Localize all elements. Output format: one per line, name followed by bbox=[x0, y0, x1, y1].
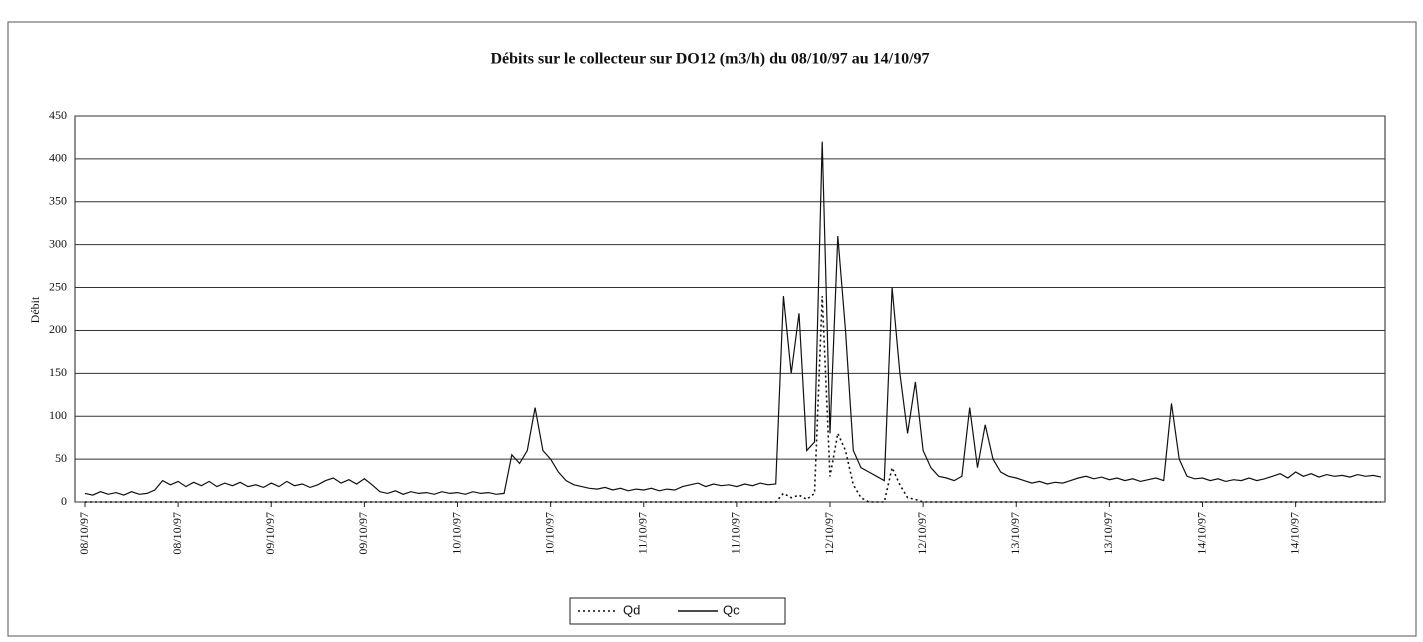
chart-frame bbox=[7, 21, 1417, 637]
x-tick-label: 13/10/97 bbox=[1008, 512, 1022, 555]
y-tick-label: 50 bbox=[55, 451, 67, 465]
series-line bbox=[84, 141, 1382, 496]
legend-box bbox=[569, 597, 786, 625]
x-tick-label: 08/10/97 bbox=[77, 512, 91, 555]
y-tick-label: 0 bbox=[61, 494, 67, 508]
y-tick-label: 300 bbox=[49, 236, 67, 250]
y-axis-title: Débit bbox=[28, 296, 42, 323]
x-tick-label: 10/10/97 bbox=[449, 512, 463, 555]
y-tick-label: 450 bbox=[49, 108, 67, 122]
x-tick-label: 12/10/97 bbox=[915, 512, 929, 555]
y-tick-label: 200 bbox=[49, 322, 67, 336]
x-tick-label: 10/10/97 bbox=[542, 512, 556, 555]
legend-label: Qd bbox=[623, 602, 640, 617]
chart-title: Débits sur le collecteur sur DO12 (m3/h)… bbox=[490, 51, 929, 68]
x-tick-label: 11/10/97 bbox=[636, 512, 650, 554]
plot-area bbox=[74, 115, 1386, 503]
x-tick-label: 09/10/97 bbox=[356, 512, 370, 555]
legend: Qd Qc bbox=[569, 597, 786, 625]
y-tick-label: 400 bbox=[49, 151, 67, 165]
x-tick-label: 12/10/97 bbox=[822, 512, 836, 555]
x-tick-label: 13/10/97 bbox=[1101, 512, 1115, 555]
y-tick-label: 350 bbox=[49, 194, 67, 208]
x-tick-label: 14/10/97 bbox=[1287, 512, 1301, 555]
x-tick-label: 08/10/97 bbox=[170, 512, 184, 555]
x-tick-label: 09/10/97 bbox=[263, 512, 277, 555]
series-line bbox=[85, 296, 1381, 503]
x-tick-label: 11/10/97 bbox=[729, 512, 743, 554]
y-tick-label: 250 bbox=[49, 279, 67, 293]
legend-label: Qc bbox=[723, 602, 740, 617]
y-tick-label: 150 bbox=[49, 365, 67, 379]
x-tick-label: 14/10/97 bbox=[1194, 512, 1208, 555]
y-tick-label: 100 bbox=[49, 408, 67, 422]
